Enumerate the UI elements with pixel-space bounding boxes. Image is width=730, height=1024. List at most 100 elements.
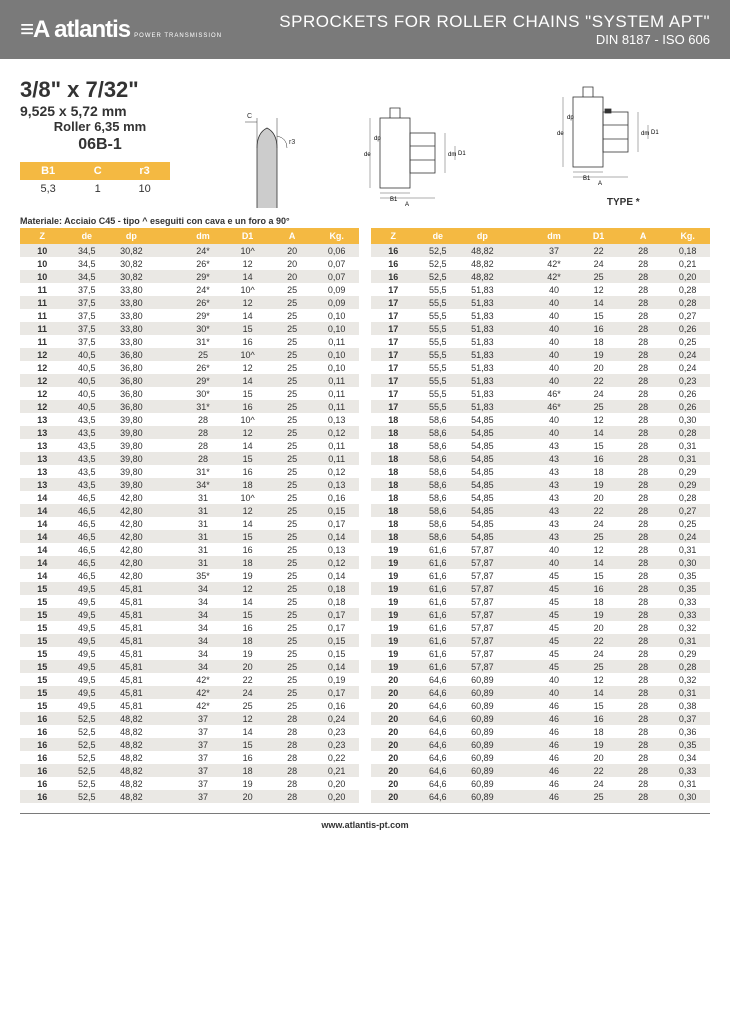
- cell: 46: [532, 699, 577, 712]
- cell: 58,6: [416, 439, 461, 452]
- svg-text:de: de: [364, 152, 371, 158]
- cell: 37: [181, 790, 226, 803]
- cell: 46*: [532, 387, 577, 400]
- cell: 19: [371, 621, 416, 634]
- cell: 51,83: [460, 387, 505, 400]
- cell: 11: [20, 335, 65, 348]
- cell: 16: [371, 244, 416, 257]
- cell: 33,80: [109, 322, 154, 335]
- cell: 51,83: [460, 335, 505, 348]
- cell: 61,6: [416, 660, 461, 673]
- cell: [154, 608, 181, 621]
- spec-code: 06B-1: [20, 136, 180, 154]
- cell: 17: [371, 309, 416, 322]
- col-header: [505, 228, 532, 244]
- cell: 28: [181, 439, 226, 452]
- cell: 28: [621, 361, 666, 374]
- cell: 15: [20, 660, 65, 673]
- cell: 58,6: [416, 413, 461, 426]
- cell: 34: [181, 634, 226, 647]
- cell: 0,12: [314, 556, 359, 569]
- cell: 0,15: [314, 634, 359, 647]
- cell: 10: [20, 270, 65, 283]
- cell: 45,81: [109, 673, 154, 686]
- cell: 42,80: [109, 517, 154, 530]
- cell: 51,83: [460, 348, 505, 361]
- cell: 31: [181, 543, 226, 556]
- cell: 40,5: [65, 361, 110, 374]
- cell: 52,5: [65, 764, 110, 777]
- cell: [154, 413, 181, 426]
- cell: 45,81: [109, 660, 154, 673]
- cell: 25: [270, 530, 315, 543]
- cell: 48,82: [109, 712, 154, 725]
- cell: 58,6: [416, 478, 461, 491]
- cell: 60,89: [460, 712, 505, 725]
- cell: 14: [225, 309, 270, 322]
- cell: [505, 478, 532, 491]
- cell: 0,29: [665, 647, 710, 660]
- cell: 54,85: [460, 452, 505, 465]
- cell: 25: [270, 296, 315, 309]
- cell: 14: [225, 725, 270, 738]
- cell: 15: [20, 621, 65, 634]
- cell: 43: [532, 478, 577, 491]
- cell: 31*: [181, 400, 226, 413]
- cell: 60,89: [460, 790, 505, 803]
- table-row: 1652,548,823720280,20: [20, 790, 359, 803]
- cell: 55,5: [416, 283, 461, 296]
- cell: 25: [270, 517, 315, 530]
- cell: 52,5: [416, 244, 461, 257]
- cell: 64,6: [416, 686, 461, 699]
- cell: 45,81: [109, 582, 154, 595]
- cell: 28: [270, 764, 315, 777]
- cell: 16: [225, 751, 270, 764]
- table-row: 1858,654,854318280,29: [371, 465, 710, 478]
- cell: 39,80: [109, 478, 154, 491]
- cell: 0,10: [314, 348, 359, 361]
- cell: 64,6: [416, 777, 461, 790]
- cell: 25: [270, 452, 315, 465]
- cell: 19: [225, 569, 270, 582]
- cell: 0,11: [314, 387, 359, 400]
- table-row: 1137,533,8030*15250,10: [20, 322, 359, 335]
- cell: 13: [20, 478, 65, 491]
- cell: 25: [270, 621, 315, 634]
- cell: 18: [225, 764, 270, 777]
- cell: 20: [371, 751, 416, 764]
- cell: 48,82: [460, 244, 505, 257]
- cell: 0,20: [665, 270, 710, 283]
- cell: [154, 556, 181, 569]
- col-header: dm: [532, 228, 577, 244]
- cell: [154, 465, 181, 478]
- cell: 45: [532, 621, 577, 634]
- table-row: 1961,657,874525280,28: [371, 660, 710, 673]
- table-row: 1549,545,813416250,17: [20, 621, 359, 634]
- cell: 45: [532, 647, 577, 660]
- cell: 18: [225, 634, 270, 647]
- cell: [505, 712, 532, 725]
- cell: [505, 569, 532, 582]
- cell: 28: [621, 517, 666, 530]
- cell: 20: [371, 764, 416, 777]
- cell: 61,6: [416, 569, 461, 582]
- cell: [154, 439, 181, 452]
- cell: 15: [225, 738, 270, 751]
- cell: 25: [181, 348, 226, 361]
- svg-text:dp: dp: [374, 136, 381, 142]
- cell: 0,17: [314, 686, 359, 699]
- cell: 22: [225, 673, 270, 686]
- cell: 28: [621, 686, 666, 699]
- table-row: 1961,657,874014280,30: [371, 556, 710, 569]
- cell: 34: [181, 595, 226, 608]
- cell: 28: [621, 439, 666, 452]
- cell: [154, 257, 181, 270]
- cell: 17: [371, 348, 416, 361]
- cell: 15: [576, 309, 621, 322]
- cell: 10: [20, 257, 65, 270]
- cell: 28: [621, 387, 666, 400]
- cell: 0,11: [314, 439, 359, 452]
- cell: 20: [371, 699, 416, 712]
- cell: 25: [270, 595, 315, 608]
- cell: 14: [225, 270, 270, 283]
